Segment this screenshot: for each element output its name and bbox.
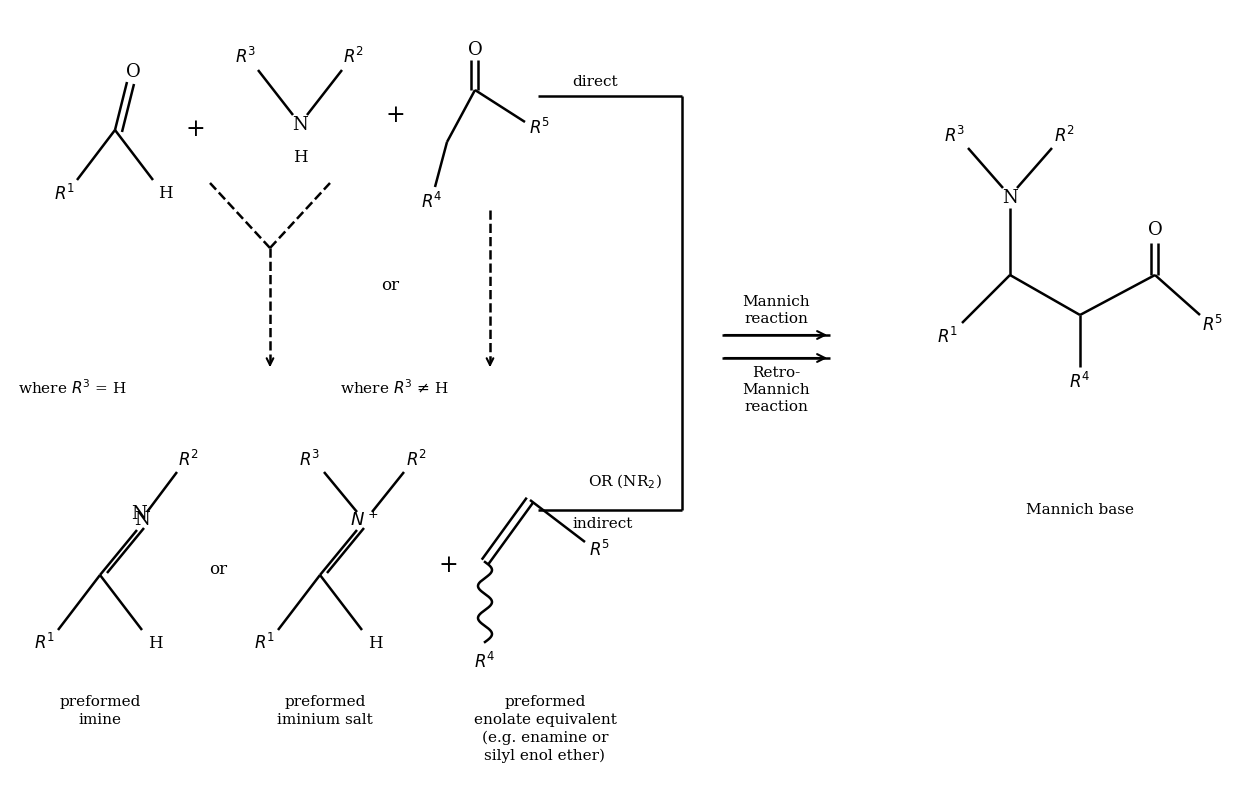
Text: $R^1$: $R^1$ (54, 184, 75, 204)
Text: or: or (381, 276, 399, 293)
Text: where $R^3$ = H: where $R^3$ = H (18, 379, 127, 397)
Text: OR (NR$_2$): OR (NR$_2$) (588, 473, 662, 491)
Text: N: N (131, 505, 147, 523)
Text: $R^2$: $R^2$ (1055, 126, 1075, 146)
Text: $R^3$: $R^3$ (235, 47, 256, 67)
Text: preformed: preformed (505, 695, 585, 709)
Text: preformed: preformed (284, 695, 365, 709)
Text: $R^1$: $R^1$ (34, 633, 55, 653)
Text: O: O (1148, 221, 1162, 239)
Text: $R^1$: $R^1$ (255, 633, 275, 653)
Text: Retro-: Retro- (752, 366, 800, 380)
Text: +: + (185, 118, 205, 142)
Text: $R^3$: $R^3$ (945, 126, 966, 146)
Text: H: H (148, 634, 162, 651)
Text: +: + (386, 103, 404, 127)
Text: direct: direct (571, 75, 618, 89)
Text: Mannich: Mannich (742, 383, 810, 397)
Text: O: O (126, 63, 141, 81)
Text: $R^5$: $R^5$ (589, 540, 610, 560)
Text: $R^2$: $R^2$ (178, 450, 200, 470)
Text: reaction: reaction (744, 400, 808, 414)
Text: $N^+$: $N^+$ (350, 510, 378, 530)
Text: Mannich: Mannich (742, 295, 810, 309)
Text: H: H (158, 185, 172, 202)
Text: $R^5$: $R^5$ (1202, 315, 1223, 335)
Text: iminium salt: iminium salt (278, 713, 373, 727)
Text: where $R^3$ ≠ H: where $R^3$ ≠ H (340, 379, 448, 397)
Text: O: O (467, 41, 482, 59)
Text: silyl enol ether): silyl enol ether) (485, 749, 605, 763)
Text: preformed: preformed (59, 695, 141, 709)
Text: reaction: reaction (744, 312, 808, 326)
Text: imine: imine (78, 713, 122, 727)
Text: +: + (438, 554, 458, 576)
Text: N: N (1002, 189, 1017, 207)
Text: $R^2$: $R^2$ (407, 450, 427, 470)
Text: $R^4$: $R^4$ (475, 652, 496, 672)
Text: $R^4$: $R^4$ (1069, 372, 1090, 392)
Text: N: N (293, 116, 308, 134)
Text: H: H (293, 148, 308, 165)
Text: Mannich base: Mannich base (1026, 503, 1134, 517)
Text: enolate equivalent: enolate equivalent (474, 713, 617, 727)
Text: $R^1$: $R^1$ (937, 327, 958, 347)
Text: $R^5$: $R^5$ (530, 118, 550, 138)
Text: or: or (208, 562, 227, 579)
Text: $R^2$: $R^2$ (343, 47, 364, 67)
Text: indirect: indirect (571, 517, 632, 531)
Text: (e.g. enamine or: (e.g. enamine or (482, 731, 608, 746)
Text: $R^4$: $R^4$ (421, 192, 442, 212)
Text: N: N (134, 511, 149, 529)
Text: H: H (368, 634, 382, 651)
Text: $R^3$: $R^3$ (299, 450, 320, 470)
